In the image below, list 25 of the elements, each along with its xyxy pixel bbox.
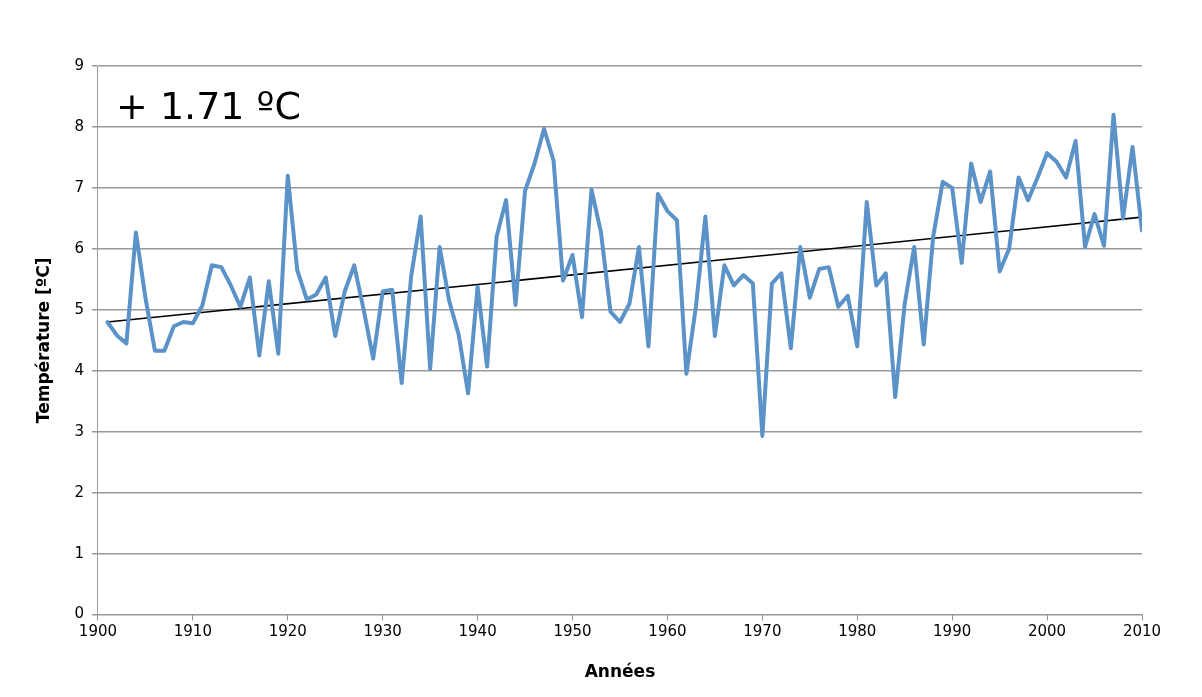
x-tick-label: 2010 (1122, 622, 1162, 641)
y-tick-label: 0 (74, 604, 84, 623)
y-tick-label: 8 (74, 116, 84, 135)
y-tick-label: 7 (74, 177, 84, 196)
y-axis-title: Température [ºC] (32, 257, 53, 424)
x-tick-label: 1920 (268, 622, 307, 641)
x-tick-label: 1950 (553, 622, 592, 641)
y-tick-label: 4 (74, 360, 84, 379)
y-tick-label: 5 (74, 299, 84, 318)
x-tick-label: 1930 (363, 622, 402, 641)
x-tick-label: 1980 (838, 622, 877, 641)
x-tick-label: 2000 (1027, 622, 1067, 641)
x-tick-label: 1900 (78, 622, 118, 641)
y-tick-label: 9 (74, 55, 84, 74)
annotation: + 1.71 ºC (116, 84, 302, 128)
y-tick-label: 2 (74, 482, 84, 501)
x-tick-label: 1970 (743, 622, 782, 641)
x-axis-title: Années (584, 661, 656, 682)
x-tick-label: 1910 (173, 622, 212, 641)
y-tick-label: 1 (74, 543, 84, 562)
x-tick-label: 1960 (648, 622, 687, 641)
y-tick-label: 6 (74, 238, 84, 257)
x-tick-label: 1990 (933, 622, 972, 641)
y-tick-label: 3 (74, 421, 84, 440)
x-tick-label: 1940 (458, 622, 497, 641)
